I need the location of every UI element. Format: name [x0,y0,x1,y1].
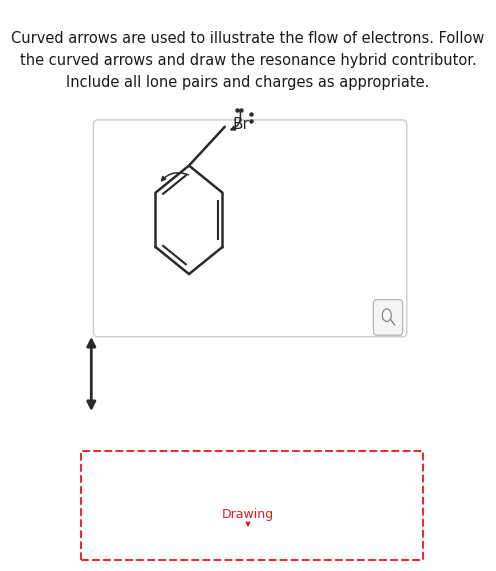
FancyBboxPatch shape [373,300,403,335]
Bar [81,451,423,560]
Text: Drawing: Drawing [222,508,274,521]
Text: Curved arrows are used to illustrate the flow of electrons. Follow
the curved ar: Curved arrows are used to illustrate the… [11,31,485,90]
FancyArrowPatch shape [162,173,188,180]
FancyArrowPatch shape [231,110,241,130]
FancyBboxPatch shape [93,120,407,337]
Text: Br: Br [232,117,249,132]
